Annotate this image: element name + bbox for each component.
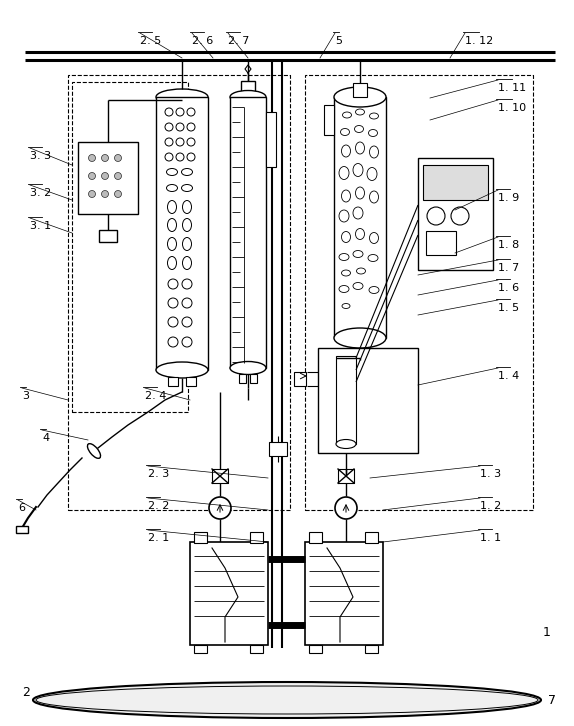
Text: 1. 7: 1. 7	[498, 263, 519, 273]
Text: 2. 4: 2. 4	[145, 391, 166, 401]
Circle shape	[114, 173, 122, 179]
Bar	[353, 83, 367, 97]
Circle shape	[209, 497, 231, 519]
Bar	[365, 532, 378, 543]
Bar	[16, 526, 28, 533]
Text: 1: 1	[543, 626, 551, 638]
Bar	[363, 348, 372, 357]
Text: 1. 11: 1. 11	[498, 83, 526, 93]
Bar	[266, 112, 276, 167]
Bar	[324, 105, 334, 135]
Text: 4: 4	[42, 433, 49, 443]
Bar	[294, 372, 306, 386]
Bar	[68, 75, 290, 510]
Text: 1. 6: 1. 6	[498, 283, 519, 293]
Circle shape	[102, 173, 108, 179]
Text: 1. 12: 1. 12	[465, 36, 493, 46]
Ellipse shape	[230, 91, 266, 104]
Ellipse shape	[334, 328, 386, 348]
Ellipse shape	[336, 439, 356, 449]
Bar	[250, 532, 263, 543]
Bar	[78, 142, 138, 214]
Text: 2. 7: 2. 7	[228, 36, 249, 46]
Text: 1. 9: 1. 9	[498, 193, 519, 203]
Text: 1. 8: 1. 8	[498, 240, 519, 250]
Circle shape	[335, 497, 357, 519]
Text: 7: 7	[548, 693, 556, 706]
Bar	[418, 158, 493, 270]
Bar	[186, 377, 196, 386]
Bar	[309, 645, 322, 653]
Bar	[168, 377, 178, 386]
Bar	[423, 165, 488, 200]
Bar	[305, 75, 533, 510]
Text: 1. 10: 1. 10	[498, 103, 526, 113]
Bar	[426, 231, 456, 255]
Bar	[336, 356, 356, 444]
Bar	[72, 82, 188, 412]
Text: 5: 5	[335, 36, 342, 46]
Bar	[156, 97, 208, 370]
Text: 3: 3	[22, 391, 29, 401]
Text: 2: 2	[22, 687, 30, 699]
Circle shape	[88, 173, 95, 179]
Bar	[190, 542, 268, 645]
Text: 1. 2: 1. 2	[480, 501, 501, 511]
Bar	[365, 645, 378, 653]
Ellipse shape	[230, 362, 266, 375]
Ellipse shape	[87, 444, 100, 458]
Bar	[269, 442, 287, 456]
Circle shape	[102, 190, 108, 197]
Bar	[250, 374, 257, 383]
Bar	[318, 348, 418, 453]
Bar	[334, 97, 386, 338]
Circle shape	[114, 155, 122, 161]
Text: 2. 2: 2. 2	[148, 501, 169, 511]
Bar	[230, 97, 266, 368]
Text: 1. 3: 1. 3	[480, 469, 501, 479]
Text: 1. 4: 1. 4	[498, 371, 519, 381]
Bar	[194, 532, 207, 543]
Ellipse shape	[334, 87, 386, 107]
Bar	[309, 532, 322, 543]
Bar	[348, 348, 357, 357]
Ellipse shape	[33, 682, 541, 718]
Ellipse shape	[156, 89, 208, 105]
Circle shape	[102, 155, 108, 161]
Text: 2. 6: 2. 6	[192, 36, 214, 46]
Text: 1. 5: 1. 5	[498, 303, 519, 313]
Text: 3. 3: 3. 3	[30, 151, 51, 161]
Bar	[305, 542, 383, 645]
Circle shape	[88, 155, 95, 161]
Text: 2. 1: 2. 1	[148, 533, 169, 543]
Bar	[194, 645, 207, 653]
Bar	[241, 81, 255, 97]
Circle shape	[114, 190, 122, 197]
Text: 2. 5: 2. 5	[140, 36, 161, 46]
Ellipse shape	[156, 362, 208, 378]
Text: 3. 1: 3. 1	[30, 221, 51, 231]
Bar	[99, 230, 117, 242]
Bar	[239, 374, 246, 383]
Text: 6: 6	[18, 503, 25, 513]
Text: 1. 1: 1. 1	[480, 533, 501, 543]
Bar	[250, 645, 263, 653]
Text: 3. 2: 3. 2	[30, 188, 51, 198]
Text: 2. 3: 2. 3	[148, 469, 169, 479]
Circle shape	[88, 190, 95, 197]
